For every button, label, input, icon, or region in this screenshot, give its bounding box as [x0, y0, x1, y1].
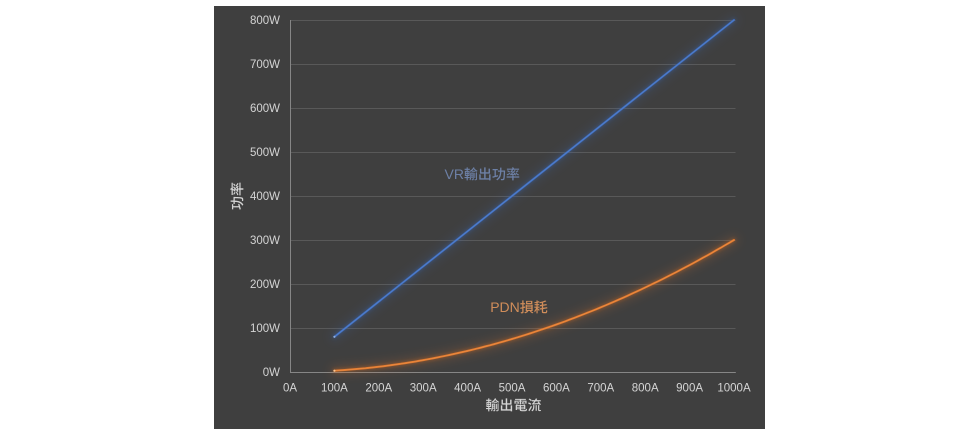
svg-text:800A: 800A	[632, 383, 659, 395]
svg-text:200W: 200W	[250, 279, 280, 291]
svg-text:100A: 100A	[321, 383, 348, 395]
svg-text:PDN: PDN	[490, 299, 520, 315]
svg-text:0W: 0W	[263, 367, 280, 379]
svg-text:600A: 600A	[543, 383, 570, 395]
svg-text:400A: 400A	[454, 383, 481, 395]
svg-text:300W: 300W	[250, 235, 280, 247]
svg-text:700A: 700A	[587, 383, 614, 395]
svg-text:200A: 200A	[365, 383, 392, 395]
svg-text:500A: 500A	[499, 383, 526, 395]
svg-text:100W: 100W	[250, 323, 280, 335]
svg-text:400W: 400W	[250, 191, 280, 203]
svg-text:700W: 700W	[250, 59, 280, 71]
svg-text:800W: 800W	[250, 15, 280, 27]
svg-text:0A: 0A	[283, 383, 297, 395]
svg-text:300A: 300A	[410, 383, 437, 395]
svg-text:VR: VR	[445, 166, 464, 182]
svg-text:1000A: 1000A	[717, 383, 751, 395]
svg-text:900A: 900A	[676, 383, 703, 395]
svg-text:500W: 500W	[250, 147, 280, 159]
svg-text:600W: 600W	[250, 103, 280, 115]
